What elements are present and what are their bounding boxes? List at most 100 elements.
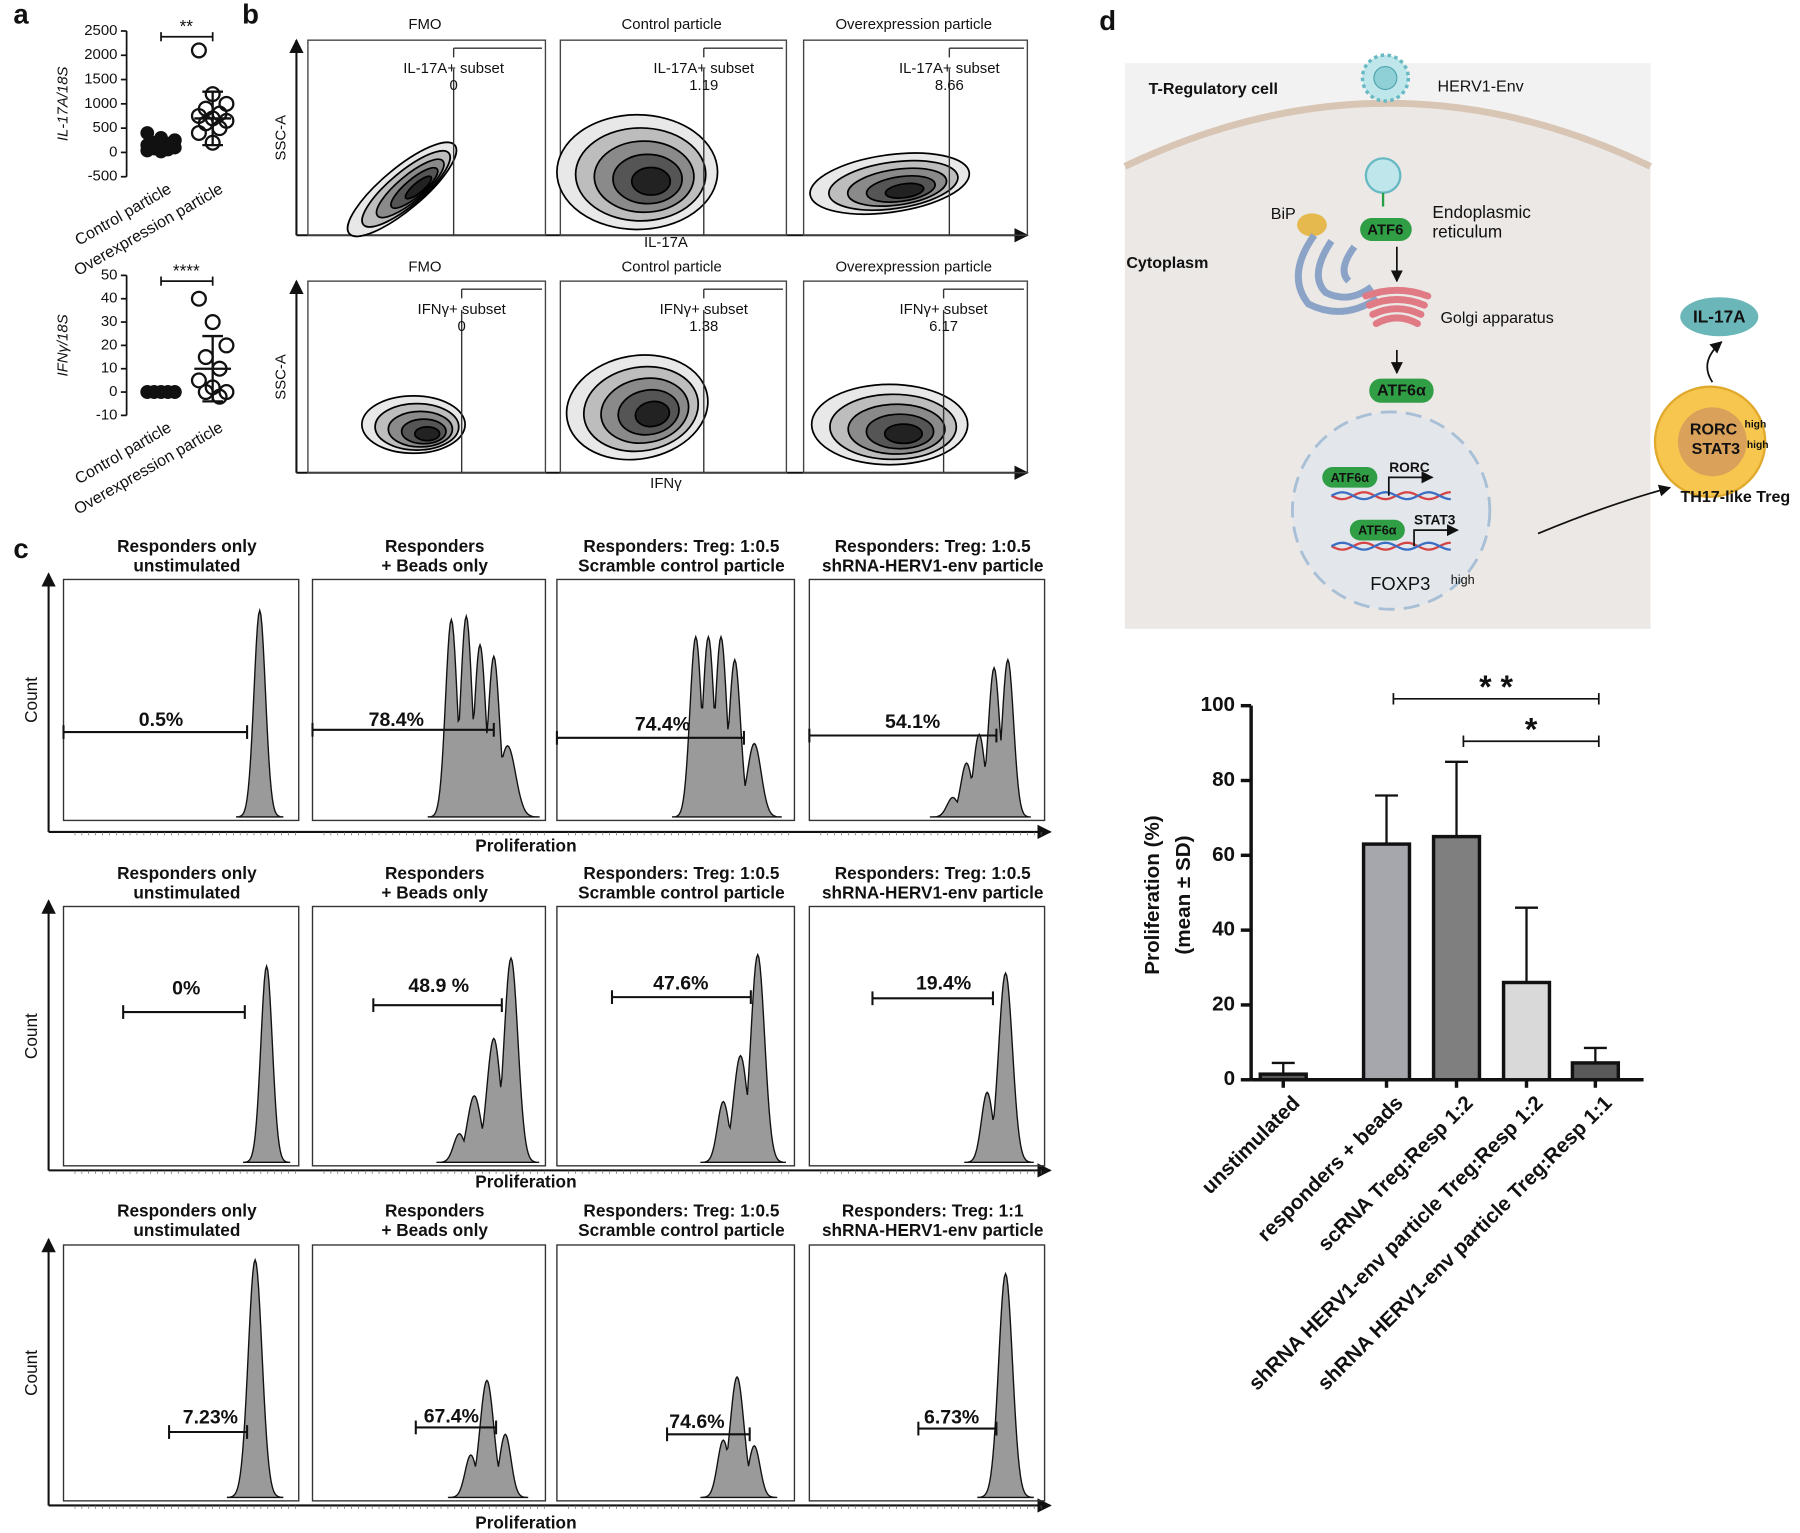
- bar: [1570, 1061, 1621, 1082]
- plot-title: shRNA-HERV1-env particle: [822, 1220, 1043, 1240]
- atf6a-pill: [1322, 467, 1378, 488]
- gate-label: IFNγ+ subset: [660, 302, 749, 318]
- dna: [1330, 491, 1451, 501]
- superscript: high: [1745, 419, 1767, 430]
- plot-title: FMO: [408, 17, 441, 33]
- plot-title: unstimulated: [133, 1220, 240, 1240]
- data-point: [204, 314, 221, 331]
- gate-percent: 19.4%: [916, 973, 971, 995]
- gate-label: IFNγ+ subset: [899, 302, 988, 318]
- plot-frame: [62, 905, 300, 1167]
- y-tick-label: 80: [1212, 768, 1235, 791]
- gate-percent: 0.5%: [139, 709, 183, 731]
- gate-label: IL-17A+ subset: [403, 61, 505, 77]
- atf6a-label: ATF6α: [1331, 471, 1370, 485]
- histogram: [427, 613, 540, 818]
- dna: [1330, 541, 1451, 551]
- plot-frame: [311, 905, 547, 1167]
- data-point: [218, 95, 235, 112]
- plot-title: Responders: Treg: 1:1: [842, 1200, 1024, 1220]
- plot-title: shRNA-HERV1-env particle: [822, 882, 1043, 902]
- plot-title: Scramble control particle: [578, 555, 785, 575]
- gate-percent: 54.1%: [885, 711, 940, 733]
- plot-frame: [311, 578, 547, 822]
- th17-label: TH17-like Treg: [1680, 488, 1790, 506]
- y-tick-label: 0: [109, 144, 117, 160]
- density-contour: [883, 423, 924, 445]
- data-point: [218, 337, 235, 354]
- nucleus: [1290, 410, 1492, 611]
- bip: [1297, 213, 1327, 237]
- cell-membrane: [1123, 99, 1652, 170]
- y-tick-label: -500: [88, 169, 118, 185]
- virus-core: [1373, 65, 1398, 91]
- histogram: [964, 971, 1034, 1164]
- plot-title: Responders: Treg: 1:0.5: [835, 863, 1031, 883]
- plot-title: Scramble control particle: [578, 1220, 785, 1240]
- cell-interior: [1124, 103, 1651, 629]
- dna: [1330, 541, 1451, 551]
- virus: [1364, 157, 1402, 194]
- atf6a-label: ATF6α: [1377, 382, 1426, 400]
- y-axis-label: SSC-A: [273, 354, 289, 400]
- gate-percent: 74.4%: [635, 713, 690, 735]
- x-axis-label: IL-17A: [644, 235, 688, 251]
- data-point: [190, 42, 207, 59]
- y-axis-label: IFNγ/18S: [55, 314, 71, 376]
- y-axis-label: Count: [21, 677, 41, 723]
- gate-value: 0: [458, 319, 466, 335]
- gene-label: RORC: [1389, 460, 1430, 475]
- foxp3-label: FOXP3: [1370, 573, 1430, 594]
- er-label: reticulum: [1432, 221, 1502, 241]
- gate-value: 1.38: [689, 319, 718, 335]
- histogram: [242, 963, 291, 1164]
- plot-title: Responders: [385, 536, 484, 556]
- plot-frame: [559, 280, 788, 474]
- y-tick-label: 0: [109, 384, 117, 400]
- data-point: [190, 290, 207, 307]
- plot-title: Responders only: [117, 536, 257, 556]
- plot-frame: [808, 1244, 1046, 1502]
- panel-label: c: [13, 533, 28, 564]
- plot-title: Overexpression particle: [835, 259, 992, 275]
- data-point: [190, 124, 207, 142]
- plot-title: Responders: Treg: 1:0.5: [583, 863, 779, 883]
- y-tick-label: -10: [96, 407, 118, 423]
- atf6-pill: [1360, 218, 1412, 241]
- data-point: [197, 349, 214, 366]
- atf6a-pill: [1349, 519, 1405, 541]
- gate-label: IL-17A+ subset: [653, 61, 755, 77]
- gene-label: STAT3: [1692, 440, 1741, 458]
- plot-title: + Beads only: [381, 555, 488, 575]
- superscript: high: [1747, 440, 1769, 451]
- gate-percent: 7.23%: [183, 1406, 238, 1428]
- promoter-arrow: [1387, 471, 1434, 496]
- golgi: [1365, 296, 1428, 309]
- y-axis-label: SSC-A: [273, 115, 289, 161]
- density-contour: [413, 425, 441, 442]
- y-tick-label: 2000: [84, 47, 117, 63]
- plot-frame: [307, 39, 547, 236]
- gate-percent: 48.9 %: [408, 975, 469, 997]
- y-axis-label: IL-17A/18S: [55, 67, 71, 142]
- x-axis-label: Proliferation: [475, 835, 576, 855]
- histogram: [447, 1379, 529, 1499]
- significance-label: **: [180, 16, 194, 36]
- panel-label: d: [1099, 5, 1116, 36]
- y-tick-label: 30: [101, 314, 118, 330]
- plot-title: Responders only: [117, 1200, 257, 1220]
- gate-percent: 0%: [172, 977, 200, 999]
- bar: [1501, 980, 1552, 1082]
- y-tick-label: 20: [101, 337, 118, 353]
- y-tick-label: 20: [1212, 992, 1235, 1015]
- er-label: Endoplasmic: [1432, 202, 1531, 222]
- arrow: [1706, 341, 1723, 383]
- arrow: [1537, 484, 1672, 535]
- plot-frame: [559, 39, 788, 236]
- bar: [1361, 842, 1412, 1082]
- plot-title: Responders only: [117, 863, 257, 883]
- plot-title: + Beads only: [381, 1220, 488, 1240]
- y-tick-label: 500: [93, 120, 118, 136]
- significance-label: ****: [173, 260, 200, 280]
